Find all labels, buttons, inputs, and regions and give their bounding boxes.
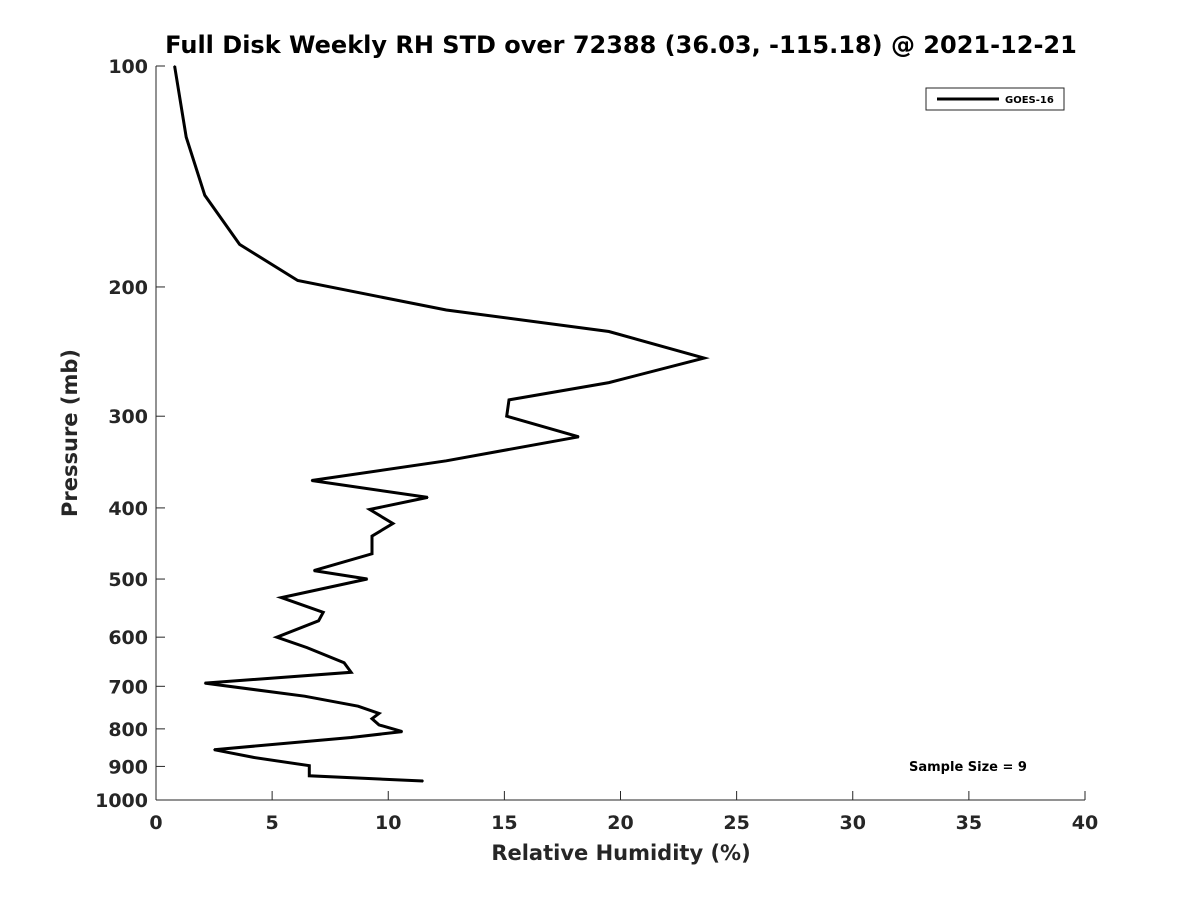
data-point: [401, 730, 403, 733]
data-point: [392, 522, 394, 525]
data-point: [203, 682, 206, 684]
x-tick-label: 35: [956, 812, 982, 834]
legend-label-goes-16: GOES-16: [1005, 95, 1054, 106]
data-point: [308, 764, 311, 767]
data-point: [308, 775, 311, 777]
y-tick-label: 1000: [95, 790, 148, 812]
data-point: [252, 756, 255, 759]
y-tick-label: 400: [108, 498, 148, 520]
data-point: [368, 508, 371, 511]
data-point: [371, 553, 373, 555]
x-tick-label: 15: [491, 812, 517, 834]
data-point: [296, 279, 299, 282]
data-point: [303, 695, 306, 697]
y-tick-label: 700: [108, 676, 148, 698]
series-group: [173, 65, 710, 783]
x-tick-label: 25: [723, 812, 749, 834]
y-tick-label: 900: [108, 756, 148, 778]
x-tick-label: 40: [1072, 812, 1098, 834]
plot-axes: [155, 66, 1085, 801]
data-point: [445, 459, 448, 462]
data-point: [378, 712, 380, 715]
x-tick-label: 5: [266, 812, 279, 834]
data-point: [213, 748, 215, 751]
data-point: [366, 578, 369, 580]
y-tick-label: 100: [108, 56, 148, 78]
data-point: [426, 496, 429, 499]
sample-size-annotation: Sample Size = 9: [909, 760, 1027, 775]
x-tick-label: 30: [840, 812, 866, 834]
y-tick-label: 200: [108, 277, 148, 299]
y-axis-title: Pressure (mb): [58, 349, 82, 517]
data-point: [445, 309, 448, 311]
y-tick-label: 300: [108, 406, 148, 428]
data-point: [378, 724, 380, 726]
series-line-goes-16: [173, 65, 710, 783]
data-point: [371, 717, 373, 720]
data-point: [350, 736, 352, 739]
data-point: [185, 136, 187, 138]
chart-title: Full Disk Weekly RH STD over 72388 (36.0…: [165, 31, 1077, 59]
x-tick-label: 10: [375, 812, 401, 834]
x-ticks: 0 5 10 15 20 25 30 35 40: [149, 791, 1098, 834]
data-point: [238, 243, 241, 246]
data-point: [608, 381, 610, 384]
data-point: [608, 330, 610, 333]
data-point: [422, 780, 424, 782]
data-point: [306, 646, 308, 649]
data-point: [203, 194, 206, 197]
y-tick-label: 500: [108, 569, 148, 591]
data-point: [357, 705, 359, 707]
data-point: [280, 596, 283, 599]
x-axis-title: Relative Humidity (%): [491, 841, 750, 865]
data-point: [371, 535, 373, 537]
data-point: [508, 399, 510, 401]
data-point: [313, 569, 315, 572]
data-point: [505, 415, 508, 418]
data-point: [310, 479, 313, 482]
data-point: [317, 620, 320, 622]
y-tick-label: 800: [108, 719, 148, 741]
data-point: [703, 357, 705, 359]
x-tick-label: 20: [607, 812, 633, 834]
data-point: [343, 661, 345, 664]
data-point: [322, 611, 325, 614]
data-point: [577, 435, 580, 438]
data-point: [350, 671, 352, 674]
data-point: [275, 636, 278, 638]
x-tick-label: 0: [149, 812, 162, 834]
y-ticks: 100 200 300 400 500 600 700 800 900 1000: [95, 56, 165, 812]
y-tick-label: 600: [108, 627, 148, 649]
legend: GOES-16: [925, 87, 1065, 111]
data-point: [173, 65, 176, 67]
